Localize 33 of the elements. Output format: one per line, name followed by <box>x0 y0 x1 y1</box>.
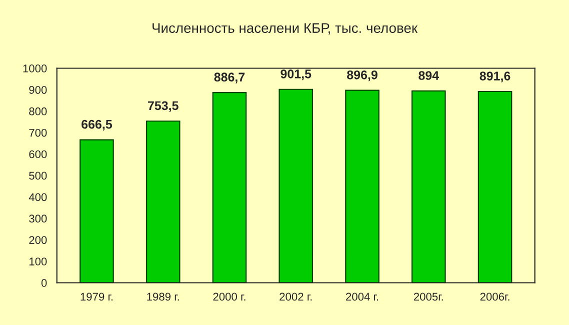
y-tick-label: 100 <box>29 258 47 266</box>
data-label: 753,5 <box>148 101 178 112</box>
x-tick-label: 2005г. <box>414 292 443 301</box>
x-tick-label: 1989 г. <box>147 292 179 301</box>
data-label: 886,7 <box>214 72 245 84</box>
chart-title: Численность населени КБР, тыс. человек <box>152 23 418 35</box>
x-tick-label: 2004 г. <box>346 292 378 301</box>
x-tick-label: 1979 г. <box>80 292 113 301</box>
data-label: 666,5 <box>82 120 112 131</box>
bar <box>345 90 380 283</box>
y-tick-label: 900 <box>29 86 47 94</box>
bar <box>80 139 114 283</box>
y-tick-label: 400 <box>28 193 47 202</box>
y-tick-label: 1000 <box>23 64 47 72</box>
y-tick-label: 800 <box>29 107 47 116</box>
x-tick-label: 2002 г. <box>280 292 312 301</box>
bar <box>278 88 314 283</box>
y-tick-label: 700 <box>29 128 47 137</box>
y-tick-label: 0 <box>41 279 47 287</box>
y-tick-label: 300 <box>29 214 47 223</box>
x-tick-label: 2006г. <box>480 292 510 301</box>
data-label: 891,6 <box>480 72 510 82</box>
data-label: 896,9 <box>347 70 378 82</box>
x-tick-label: 2000 г. <box>213 292 246 301</box>
bar <box>411 90 446 283</box>
y-tick-label: 600 <box>29 150 47 158</box>
bar <box>212 92 247 283</box>
y-tick-label: 500 <box>29 172 47 180</box>
bar <box>146 120 180 283</box>
bar <box>478 90 512 283</box>
data-label: 894 <box>418 71 440 80</box>
data-label: 901,5 <box>280 69 312 80</box>
y-tick-label: 200 <box>29 236 47 244</box>
